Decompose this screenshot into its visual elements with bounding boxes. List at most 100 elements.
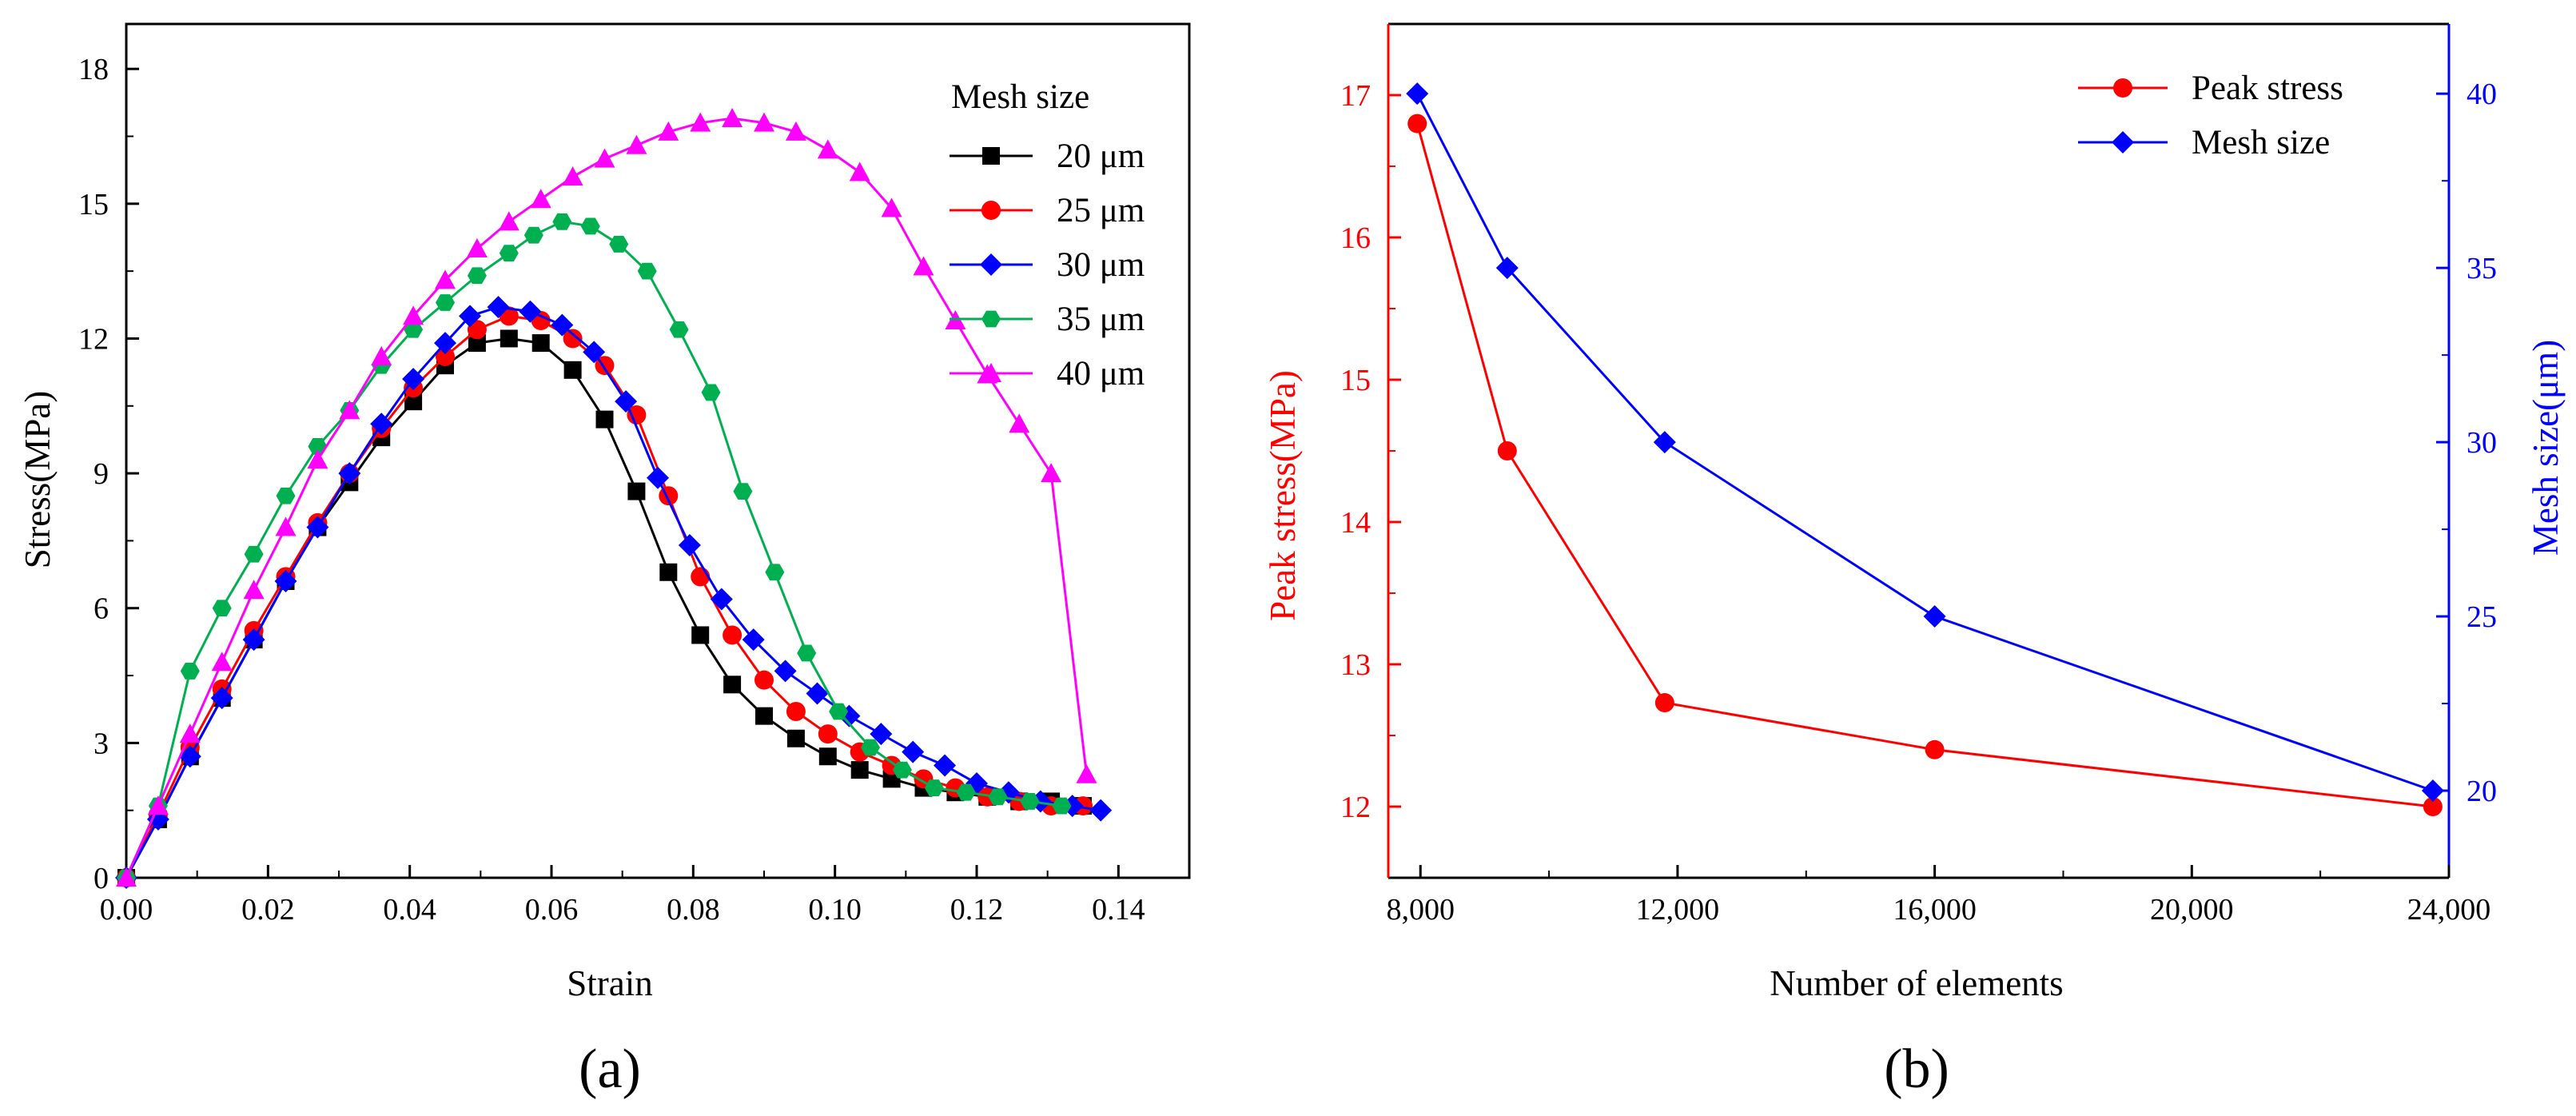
panel-b-y2-axis-label: Mesh size(μm) (2526, 340, 2566, 556)
legend-label: Mesh size (2192, 124, 2330, 161)
panel-a-label: (a) (579, 1038, 641, 1100)
panel-b-x-axis-label: Number of elements (1770, 963, 2063, 1003)
data-point (786, 729, 805, 747)
data-point (647, 466, 669, 489)
data-point (1925, 739, 1945, 759)
panel-a-stress-strain-chart: 0.00 0.02 0.04 0.06 0.08 0.10 0.12 0.14 0 3 6 9 12 15… (18, 22, 1191, 1100)
series-35m (117, 213, 1072, 887)
data-point (1052, 797, 1072, 815)
legend-entry: 20 μm (950, 138, 1145, 175)
data-point (243, 580, 265, 600)
data-point (934, 754, 957, 777)
legend-entry: 35 μm (950, 301, 1145, 338)
y-tick-label: 12 (1340, 791, 1371, 824)
y-tick-label: 13 (1340, 648, 1371, 682)
data-point (785, 121, 806, 141)
data-point (244, 545, 264, 563)
y-tick-label: 3 (94, 727, 109, 760)
data-point (1923, 605, 1946, 628)
data-point (595, 410, 614, 428)
data-point (594, 148, 615, 168)
data-point (690, 112, 711, 132)
panel-a-series-group (115, 108, 1113, 889)
data-point (116, 867, 137, 887)
y2-tick-label: 40 (2467, 78, 2497, 111)
y-tick-label: 14 (1340, 506, 1371, 540)
data-point (691, 626, 710, 644)
data-point (530, 189, 551, 209)
data-point (466, 238, 488, 258)
data-point (892, 761, 912, 779)
data-point (754, 670, 774, 690)
data-point (435, 269, 456, 289)
data-point (370, 413, 393, 436)
data-point (817, 139, 838, 159)
x-tick-label: 24,000 (2407, 893, 2491, 927)
panel-a-legend-title: Mesh size (951, 78, 1089, 116)
data-point (755, 707, 773, 725)
x-tick-label: 0.10 (808, 893, 862, 927)
data-point (1020, 793, 1040, 810)
data-point (829, 703, 849, 720)
legend-label: 25 μm (1057, 192, 1145, 229)
y-tick-label: 12 (78, 322, 109, 356)
y-tick-label: 0 (94, 862, 109, 895)
data-point (797, 644, 817, 662)
data-point (2423, 797, 2443, 816)
data-point (563, 361, 582, 379)
x-tick-label: 0.06 (525, 893, 579, 927)
data-point (499, 245, 519, 262)
data-point (532, 334, 550, 353)
panel-b-label: (b) (1884, 1038, 1949, 1100)
y-tick-label: 6 (94, 592, 109, 626)
y2-tick-label: 35 (2467, 252, 2497, 285)
data-point (742, 628, 765, 652)
data-point (1495, 257, 1519, 280)
legend-entry: 30 μm (950, 246, 1145, 284)
data-point (275, 516, 297, 536)
data-point (180, 663, 200, 680)
data-point (551, 313, 574, 337)
data-point (338, 462, 361, 485)
data-point (669, 321, 689, 338)
data-point (274, 570, 297, 593)
data-point (242, 628, 265, 652)
data-point (404, 393, 423, 411)
data-point (1089, 799, 1113, 822)
data-point (276, 487, 296, 504)
data-point (658, 121, 679, 141)
data-point (519, 300, 542, 323)
legend-marker (981, 363, 1001, 382)
x-tick-label: 0.02 (241, 893, 295, 927)
data-point (307, 449, 328, 469)
data-point (524, 226, 543, 244)
data-point (487, 296, 510, 319)
data-point (580, 217, 600, 235)
legend-marker (982, 147, 1000, 165)
y2-tick-label: 25 (2467, 600, 2497, 634)
data-point (615, 390, 638, 413)
legend-marker (981, 310, 1001, 328)
panel-b-peak-stress-chart: 8,000 12,000 16,000 20,000 24,000 12 13 14 15 16 1… (1263, 22, 2566, 1100)
x-tick-label: 0.08 (667, 893, 720, 927)
series-30m (115, 296, 1113, 889)
panel-a-legend: Mesh size 20 μm 25 μm 30 μm 35 μm 40 μm (950, 78, 1145, 393)
x-tick-label: 0.12 (950, 893, 1004, 927)
data-point (924, 779, 944, 796)
y-tick-label: 15 (78, 188, 109, 221)
series-40m (116, 108, 1097, 887)
legend-label: 30 μm (1057, 246, 1145, 284)
x-tick-label: 0.00 (100, 893, 153, 927)
data-point (178, 745, 201, 768)
data-point (211, 652, 233, 672)
legend-entry: Mesh size (2078, 124, 2330, 161)
x-tick-label: 20,000 (2150, 893, 2234, 927)
series-peak-stress (1407, 114, 2443, 816)
y-tick-label: 9 (94, 457, 109, 491)
y-tick-label: 18 (78, 53, 109, 86)
data-point (306, 516, 329, 539)
panel-a-y-axis-label: Stress(MPa) (18, 391, 58, 569)
data-point (626, 134, 647, 154)
data-point (609, 236, 629, 253)
legend-entry: Peak stress (2078, 70, 2343, 107)
